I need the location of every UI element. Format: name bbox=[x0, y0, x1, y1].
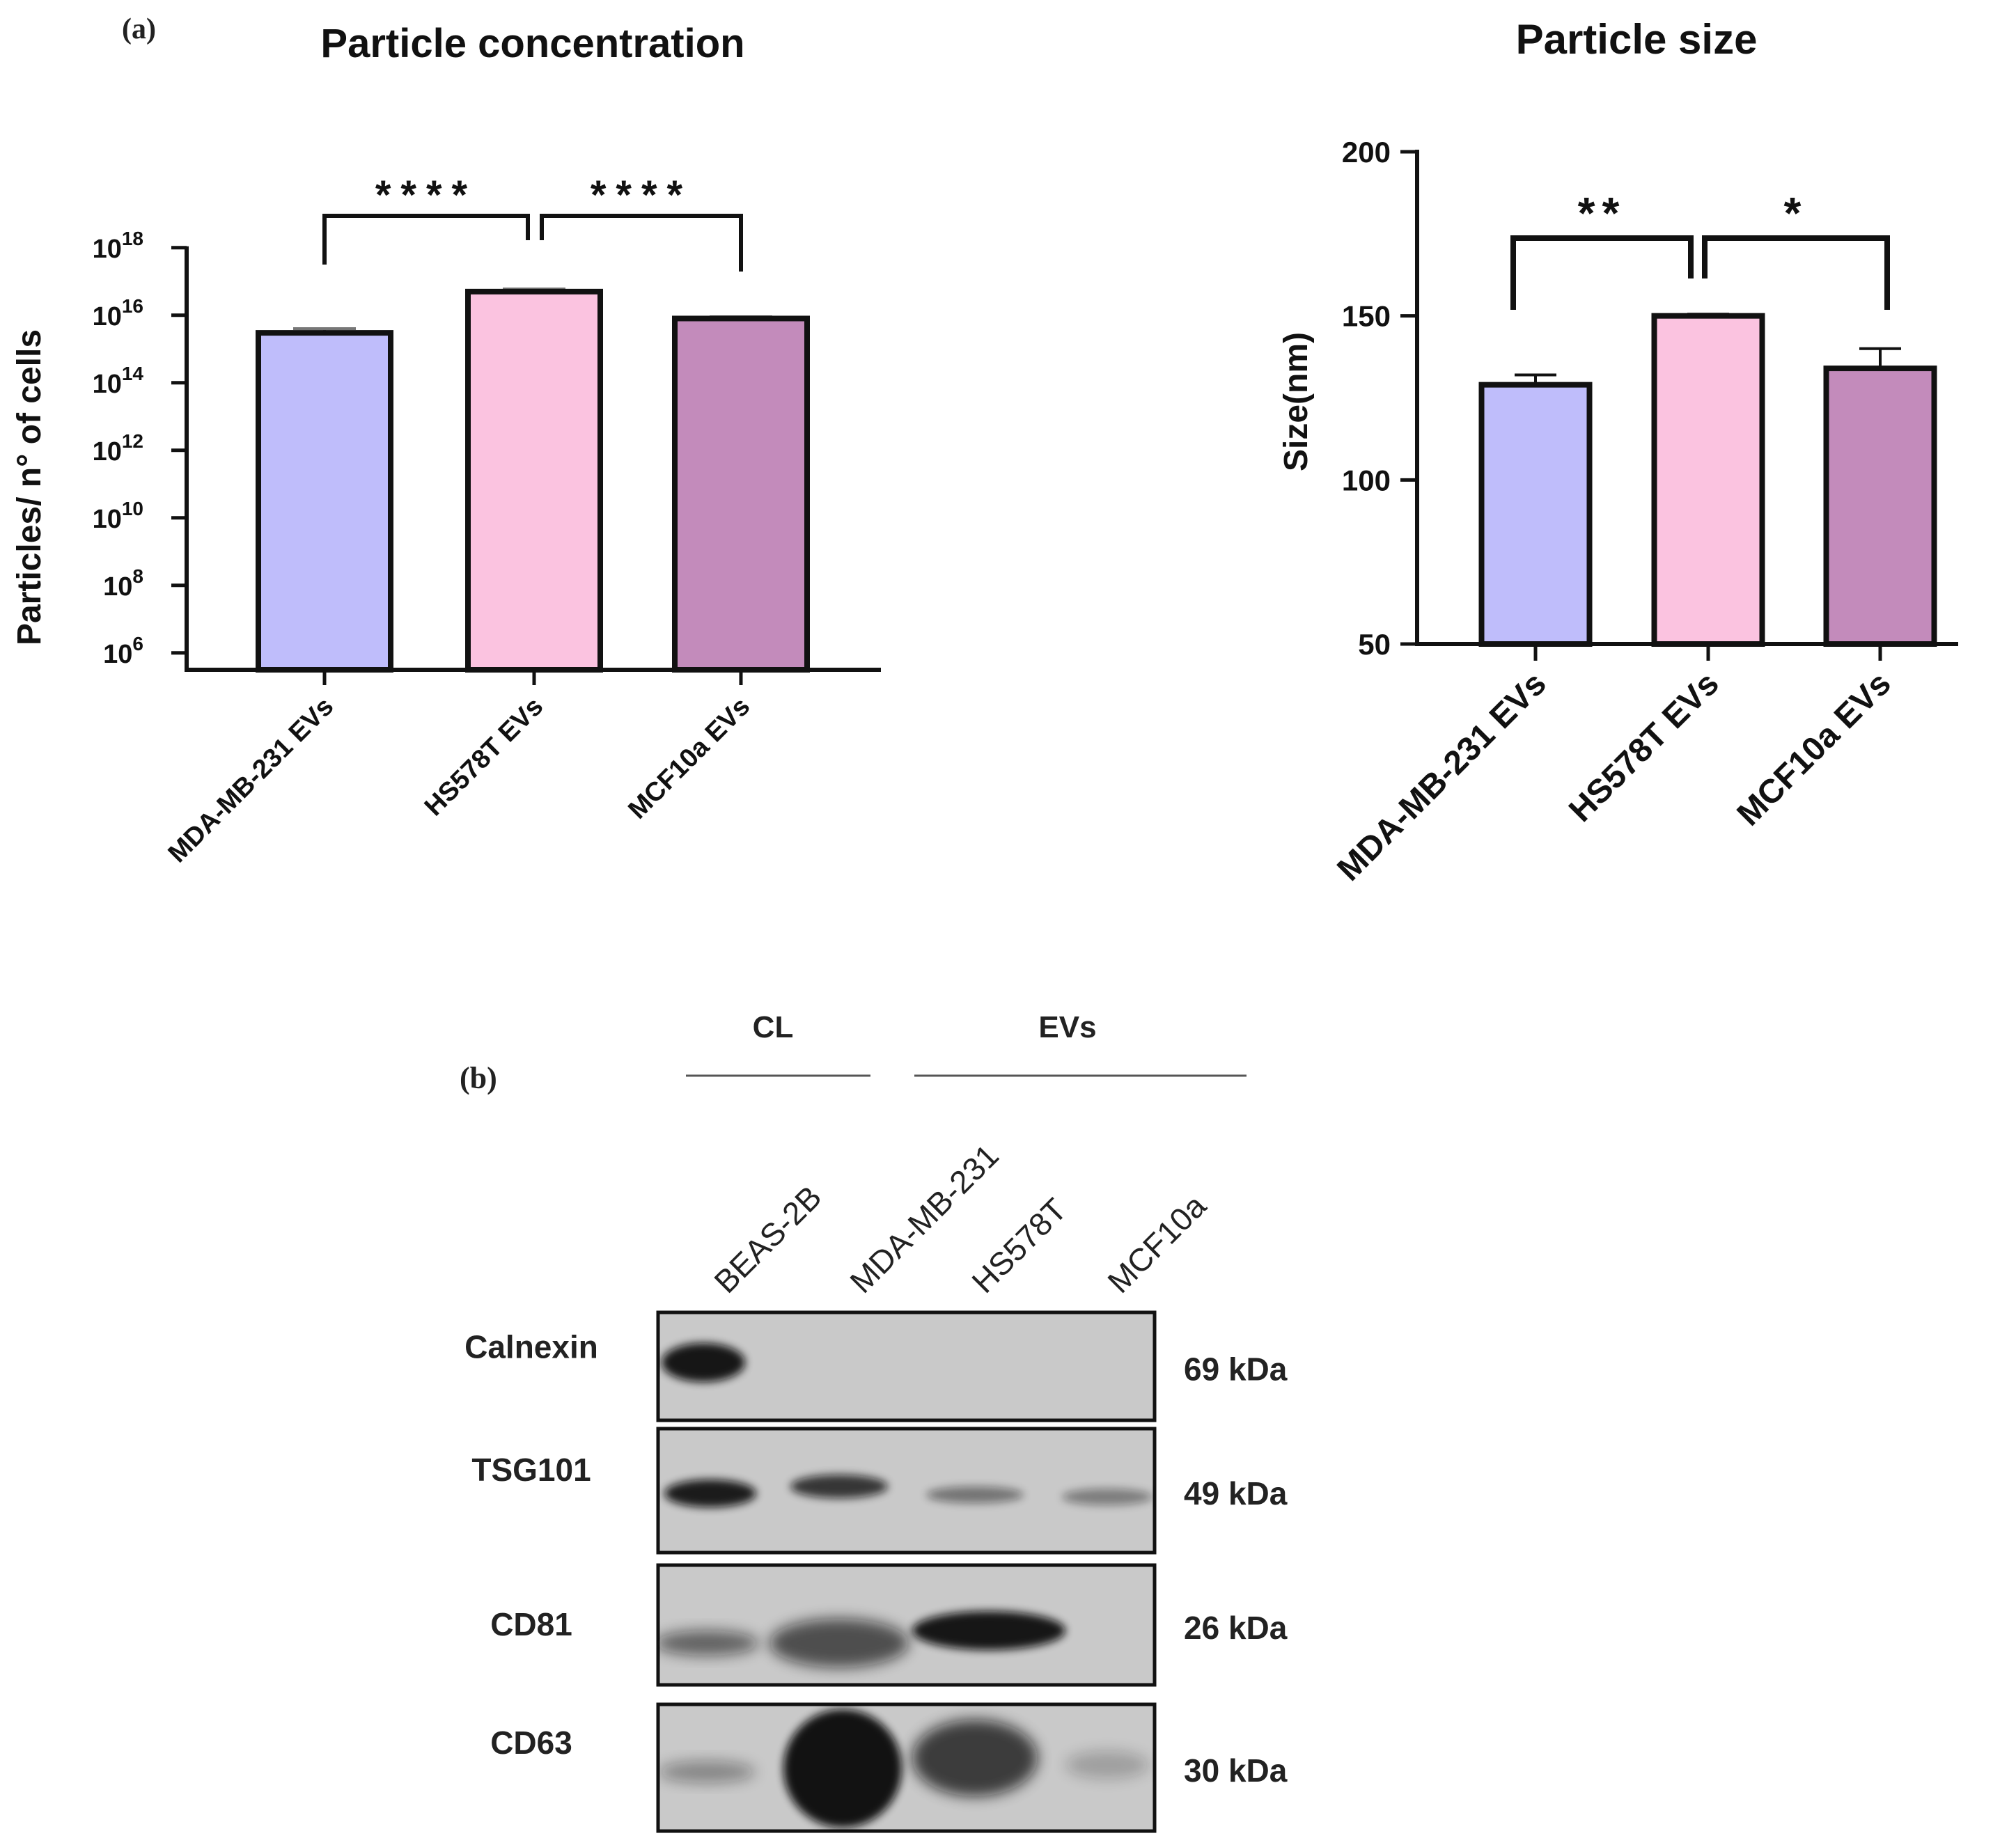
concentration-y-tick-label: 1010 bbox=[93, 498, 143, 534]
lane-label: HS578T bbox=[964, 1191, 1073, 1300]
tick-base: 10 bbox=[93, 370, 122, 399]
blot-band bbox=[790, 1475, 888, 1498]
blot-bands bbox=[658, 1709, 1149, 1828]
concentration-bar-1 bbox=[256, 330, 393, 673]
western-blots: Calnexin 69 kDa TSG101 49 kDa CD81 26 kDa CD63… bbox=[464, 1310, 1288, 1833]
size-y-tick-label: 100 bbox=[1342, 464, 1391, 496]
concentration-significance-label: **** bbox=[591, 173, 692, 218]
blot-band bbox=[658, 1631, 759, 1656]
tick-base: 10 bbox=[103, 640, 132, 669]
size-bar-2 bbox=[1651, 313, 1765, 647]
blot-protein-label: CD63 bbox=[490, 1725, 572, 1761]
blot-band bbox=[1062, 1489, 1152, 1505]
concentration-bar-3 bbox=[672, 315, 810, 673]
size-significance-label: ** bbox=[1578, 188, 1627, 238]
blot-protein-label: Calnexin bbox=[464, 1329, 598, 1365]
blot-protein-label: TSG101 bbox=[471, 1452, 591, 1488]
tick-exponent: 8 bbox=[132, 565, 143, 587]
concentration-x-tick-label: MCF10a EVs bbox=[623, 692, 756, 825]
tick-exponent: 16 bbox=[122, 295, 143, 317]
blot-band bbox=[769, 1619, 909, 1667]
tick-exponent: 18 bbox=[122, 228, 143, 249]
blot-kda-label: 49 kDa bbox=[1184, 1475, 1288, 1512]
blot-band bbox=[783, 1709, 902, 1828]
concentration-y-tick-label: 1012 bbox=[93, 430, 143, 466]
size-significance-label: * bbox=[1784, 188, 1808, 238]
lane-label: BEAS-2B bbox=[707, 1179, 828, 1300]
group-label-evs: EVs bbox=[1038, 1010, 1096, 1044]
blot-band bbox=[658, 1761, 756, 1783]
tick-base: 10 bbox=[93, 302, 122, 331]
blot-kda-label: 69 kDa bbox=[1184, 1351, 1288, 1388]
size-bar-3 bbox=[1823, 366, 1937, 647]
size-chart-title: Particle size bbox=[1516, 16, 1758, 63]
blot-band bbox=[912, 1611, 1065, 1650]
tick-base: 10 bbox=[103, 572, 132, 602]
size-y-axis-label: Size(nm) bbox=[1278, 332, 1315, 471]
panel-a-label: (a) bbox=[122, 13, 156, 45]
size-x-tick-label: MCF10a EVs bbox=[1730, 665, 1898, 833]
blot-bands bbox=[662, 1343, 745, 1382]
concentration-significance-bracket bbox=[322, 214, 530, 265]
size-x-tick-label: HS578T EVs bbox=[1562, 665, 1726, 829]
tick-exponent: 14 bbox=[122, 363, 144, 384]
size-y-tick-label: 150 bbox=[1342, 300, 1391, 333]
tick-base: 10 bbox=[93, 235, 122, 264]
concentration-y-tick-label: 106 bbox=[103, 633, 143, 669]
tick-exponent: 12 bbox=[122, 430, 143, 452]
blot-bands bbox=[664, 1475, 1152, 1507]
tick-exponent: 10 bbox=[122, 498, 143, 519]
size-y-tick-label: 200 bbox=[1342, 136, 1391, 168]
concentration-y-tick-label: 108 bbox=[103, 565, 143, 602]
tick-base: 10 bbox=[93, 505, 122, 534]
concentration-significance-bracket bbox=[540, 214, 743, 272]
concentration-y-tick-label: 1016 bbox=[93, 295, 143, 331]
lane-label: MCF10a bbox=[1100, 1187, 1213, 1300]
size-x-tick-label: MDA-MB-231 EVs bbox=[1330, 665, 1553, 888]
blot-band bbox=[662, 1343, 745, 1382]
blot-kda-label: 30 kDa bbox=[1184, 1752, 1288, 1789]
size-bar-chart: 50 100 150 200 MDA-MB-231 EVs HS578T EVs MCF10… bbox=[1330, 136, 1958, 888]
concentration-significance-label: **** bbox=[375, 173, 477, 218]
group-label-cl: CL bbox=[753, 1010, 794, 1044]
blot-bands bbox=[658, 1611, 1065, 1667]
concentration-bar-2 bbox=[465, 288, 603, 673]
concentration-chart-title: Particle concentration bbox=[320, 21, 744, 66]
concentration-y-tick-label: 1018 bbox=[93, 228, 143, 264]
size-bar-1 bbox=[1478, 382, 1593, 647]
blot-band bbox=[664, 1479, 756, 1507]
blot-band bbox=[912, 1720, 1038, 1796]
concentration-x-tick-label: MDA-MB-231 EVs bbox=[163, 692, 340, 869]
panel-b-label: (b) bbox=[460, 1061, 497, 1095]
concentration-x-tick-label: HS578T EVs bbox=[419, 692, 549, 822]
tick-base: 10 bbox=[93, 437, 122, 466]
blot-band bbox=[1065, 1751, 1149, 1779]
blot-protein-label: CD81 bbox=[490, 1606, 572, 1642]
size-significance-bracket bbox=[1510, 235, 1694, 310]
tick-exponent: 6 bbox=[132, 633, 143, 654]
concentration-y-tick-label: 1014 bbox=[93, 363, 144, 399]
blot-band bbox=[926, 1486, 1024, 1503]
blot-kda-label: 26 kDa bbox=[1184, 1610, 1288, 1646]
blot-panel-cd81 bbox=[656, 1563, 1157, 1687]
concentration-y-axis-label: Particles/ n° of cells bbox=[11, 329, 48, 645]
size-y-tick-label: 50 bbox=[1358, 628, 1391, 661]
size-significance-bracket bbox=[1702, 235, 1890, 310]
